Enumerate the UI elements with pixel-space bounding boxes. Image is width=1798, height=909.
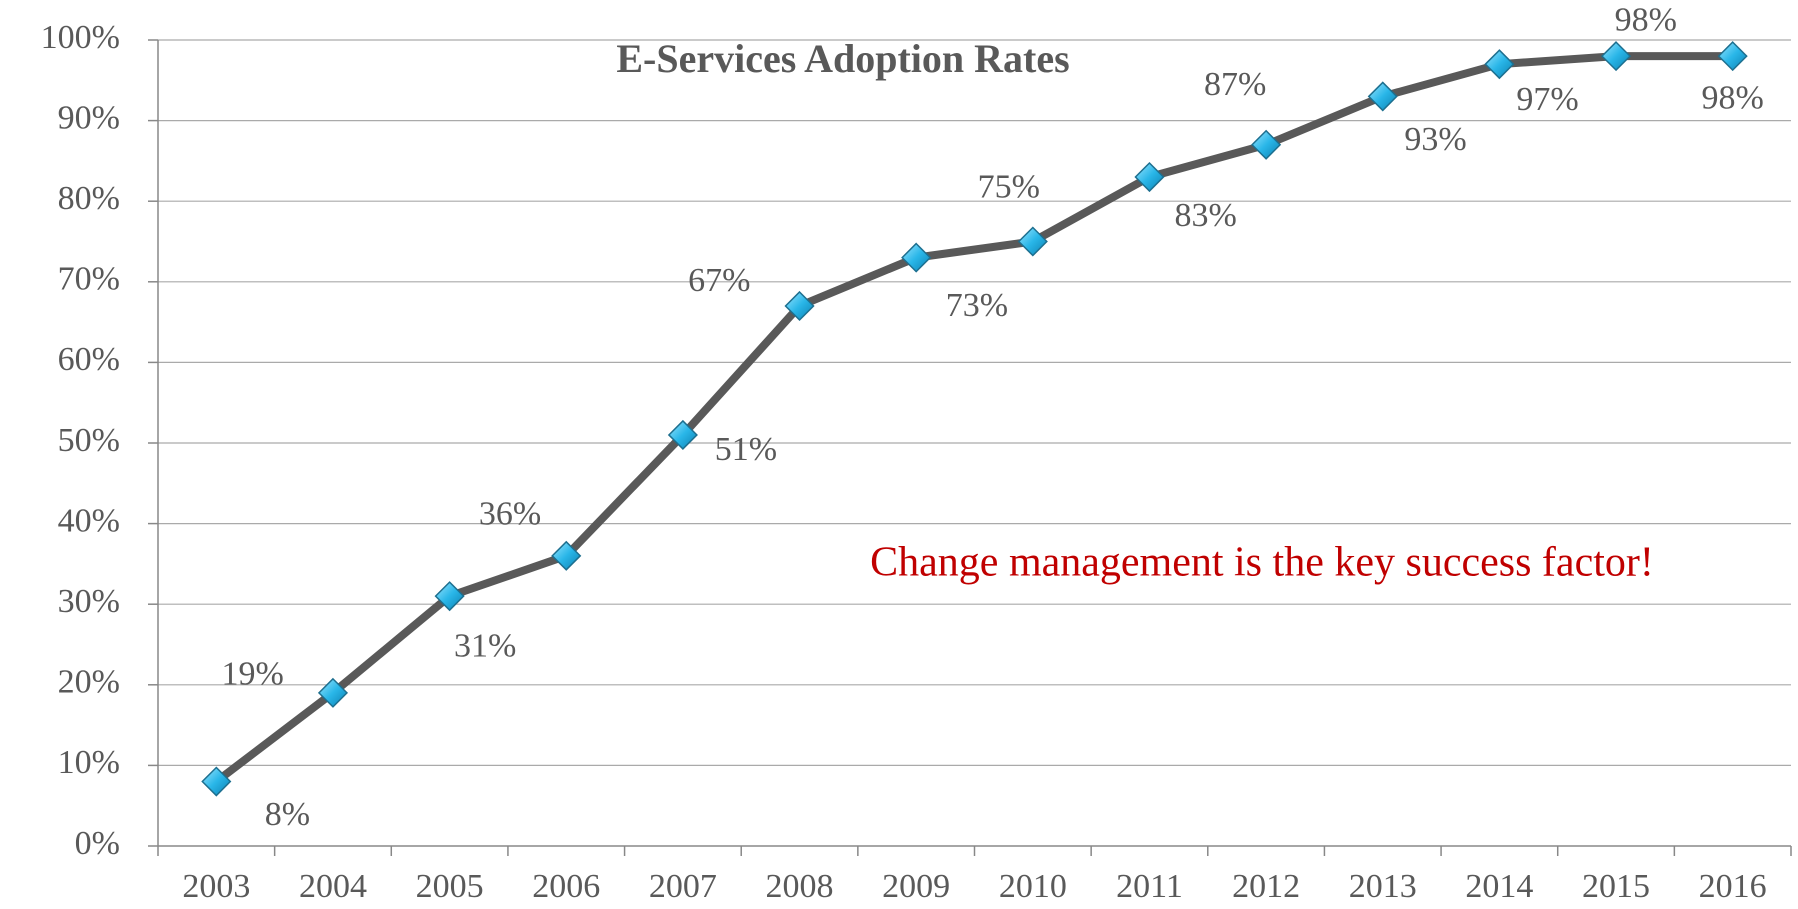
x-tick-label: 2011 xyxy=(1116,868,1183,905)
x-tick-label: 2004 xyxy=(299,868,367,905)
y-tick-label: 40% xyxy=(58,502,120,539)
data-label: 67% xyxy=(688,262,750,299)
x-tick-label: 2007 xyxy=(649,868,717,905)
y-tick-label: 30% xyxy=(58,583,120,620)
data-label: 31% xyxy=(454,628,516,665)
marker xyxy=(1251,129,1282,160)
marker xyxy=(901,242,932,273)
y-tick-label: 20% xyxy=(58,664,120,701)
data-label: 83% xyxy=(1174,197,1236,234)
y-tick-label: 90% xyxy=(58,99,120,136)
x-tick-label: 2005 xyxy=(416,868,484,905)
x-tick-label: 2012 xyxy=(1232,868,1300,905)
y-tick-label: 70% xyxy=(58,261,120,298)
y-tick-label: 60% xyxy=(58,341,120,378)
data-label: 98% xyxy=(1702,80,1764,117)
data-label: 51% xyxy=(715,431,777,468)
data-label: 73% xyxy=(946,287,1008,324)
x-tick-label: 2006 xyxy=(532,868,600,905)
data-label: 8% xyxy=(265,796,310,833)
grid xyxy=(148,39,1792,856)
x-tick-label: 2016 xyxy=(1699,868,1767,905)
annotation: Change management is the key success fac… xyxy=(870,540,1654,586)
marker xyxy=(784,290,815,322)
x-tick-label: 2009 xyxy=(882,868,950,905)
chart-title: E-Services Adoption Rates xyxy=(616,36,1069,81)
marker xyxy=(317,677,349,708)
marker xyxy=(1134,161,1165,193)
line xyxy=(213,52,1733,785)
marker xyxy=(434,581,465,612)
data-label: 36% xyxy=(479,496,541,533)
x-tick-label: 2013 xyxy=(1349,868,1417,905)
y-tick-label: 10% xyxy=(58,744,120,781)
marker xyxy=(667,419,698,451)
marker xyxy=(1017,226,1048,257)
marker xyxy=(1600,41,1632,72)
marker xyxy=(551,540,582,571)
data-label: 97% xyxy=(1516,81,1578,118)
x-tick-label: 2003 xyxy=(182,868,250,905)
data-label: 19% xyxy=(222,656,284,693)
x-tick-label: 2014 xyxy=(1465,868,1533,905)
marker xyxy=(201,766,232,797)
marker xyxy=(1717,41,1748,72)
x-tick-label: 2015 xyxy=(1582,868,1650,905)
data-label: 75% xyxy=(978,169,1040,206)
x-tick-label: 2010 xyxy=(999,868,1067,905)
marker xyxy=(1367,81,1398,112)
data-label: 93% xyxy=(1404,121,1466,158)
y-tick-label: 0% xyxy=(75,825,120,862)
x-tick-label: 2008 xyxy=(766,868,834,905)
y-tick-label: 80% xyxy=(58,180,120,217)
data-label: 98% xyxy=(1615,2,1677,39)
y-tick-label: 100% xyxy=(41,19,120,56)
marker xyxy=(1484,49,1515,80)
data-label: 87% xyxy=(1204,66,1266,103)
y-tick-label: 50% xyxy=(58,422,120,459)
